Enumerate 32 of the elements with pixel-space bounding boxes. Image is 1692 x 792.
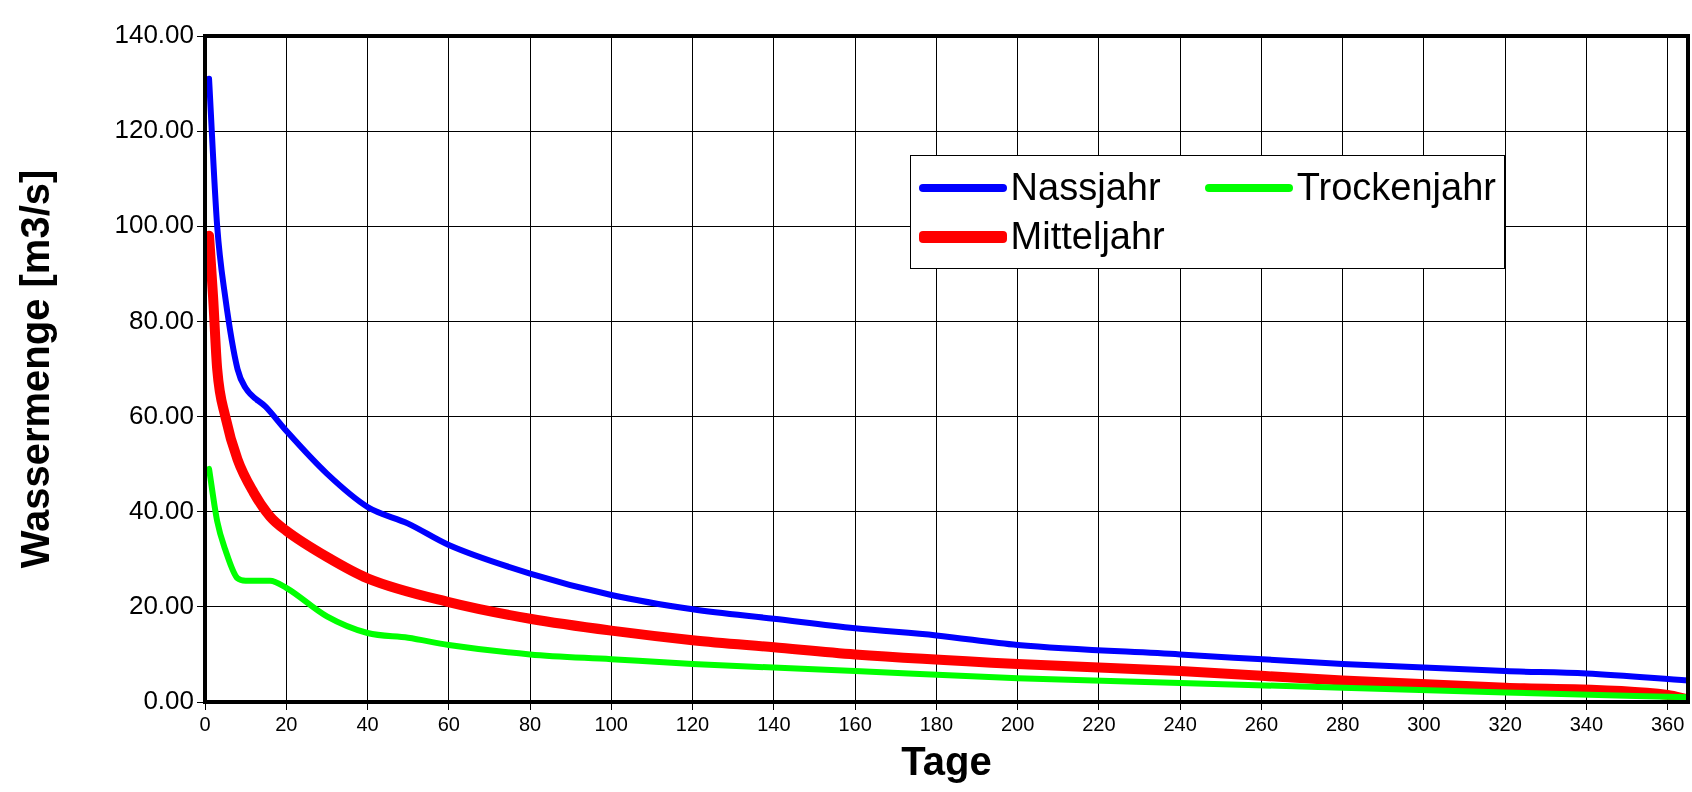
y-tick-label: 80.00 [128,304,194,335]
y-tick-label: 40.00 [128,494,194,525]
y-tick-label: 140.00 [114,19,194,50]
x-tick-label: 80 [518,712,542,735]
x-tick-label: 0 [199,712,211,735]
y-tick-label: 100.00 [114,209,194,240]
x-tick-label: 160 [838,712,872,735]
x-tick-label: 340 [1569,712,1604,735]
x-axis-title: Tage [901,739,992,784]
y-tick-label: 20.00 [128,590,194,621]
y-tick-label: 120.00 [114,114,194,145]
x-tick-label: 60 [437,712,460,735]
x-tick-label: 120 [675,712,710,735]
x-tick-label: 20 [275,712,298,735]
legend-label: Nassjahr [1010,166,1161,209]
x-tick-label: 100 [594,712,628,735]
x-tick-label: 320 [1488,712,1522,735]
x-tick-label: 40 [356,712,379,735]
legend-label: Trockenjahr [1296,166,1496,209]
x-tick-label: 140 [757,712,791,735]
x-tick-label: 220 [1082,712,1116,735]
y-axis-title: Wassermenge [m3/s] [13,169,58,569]
x-tick-label: 260 [1244,712,1279,735]
x-tick-label: 300 [1407,712,1441,735]
y-tick-label: 0.00 [143,685,194,716]
legend-label: Mitteljahr [1010,215,1165,258]
x-tick-label: 180 [919,712,954,735]
x-tick-label: 200 [1000,712,1035,735]
x-tick-label: 240 [1163,712,1197,735]
y-tick-label: 60.00 [128,399,194,430]
x-tick-label: 360 [1651,712,1685,735]
x-tick-label: 280 [1325,712,1360,735]
